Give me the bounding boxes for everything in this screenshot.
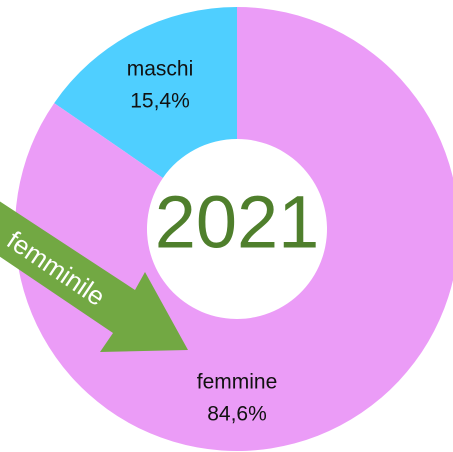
slice-value-label: 15,4% <box>130 90 190 113</box>
slice-name: femmine <box>197 371 278 394</box>
arrow <box>0 201 188 352</box>
slice-name: maschi <box>127 58 194 81</box>
slice-value-label: 84,6% <box>207 403 267 426</box>
center-label: 2021 <box>155 181 320 264</box>
slice <box>54 7 237 178</box>
